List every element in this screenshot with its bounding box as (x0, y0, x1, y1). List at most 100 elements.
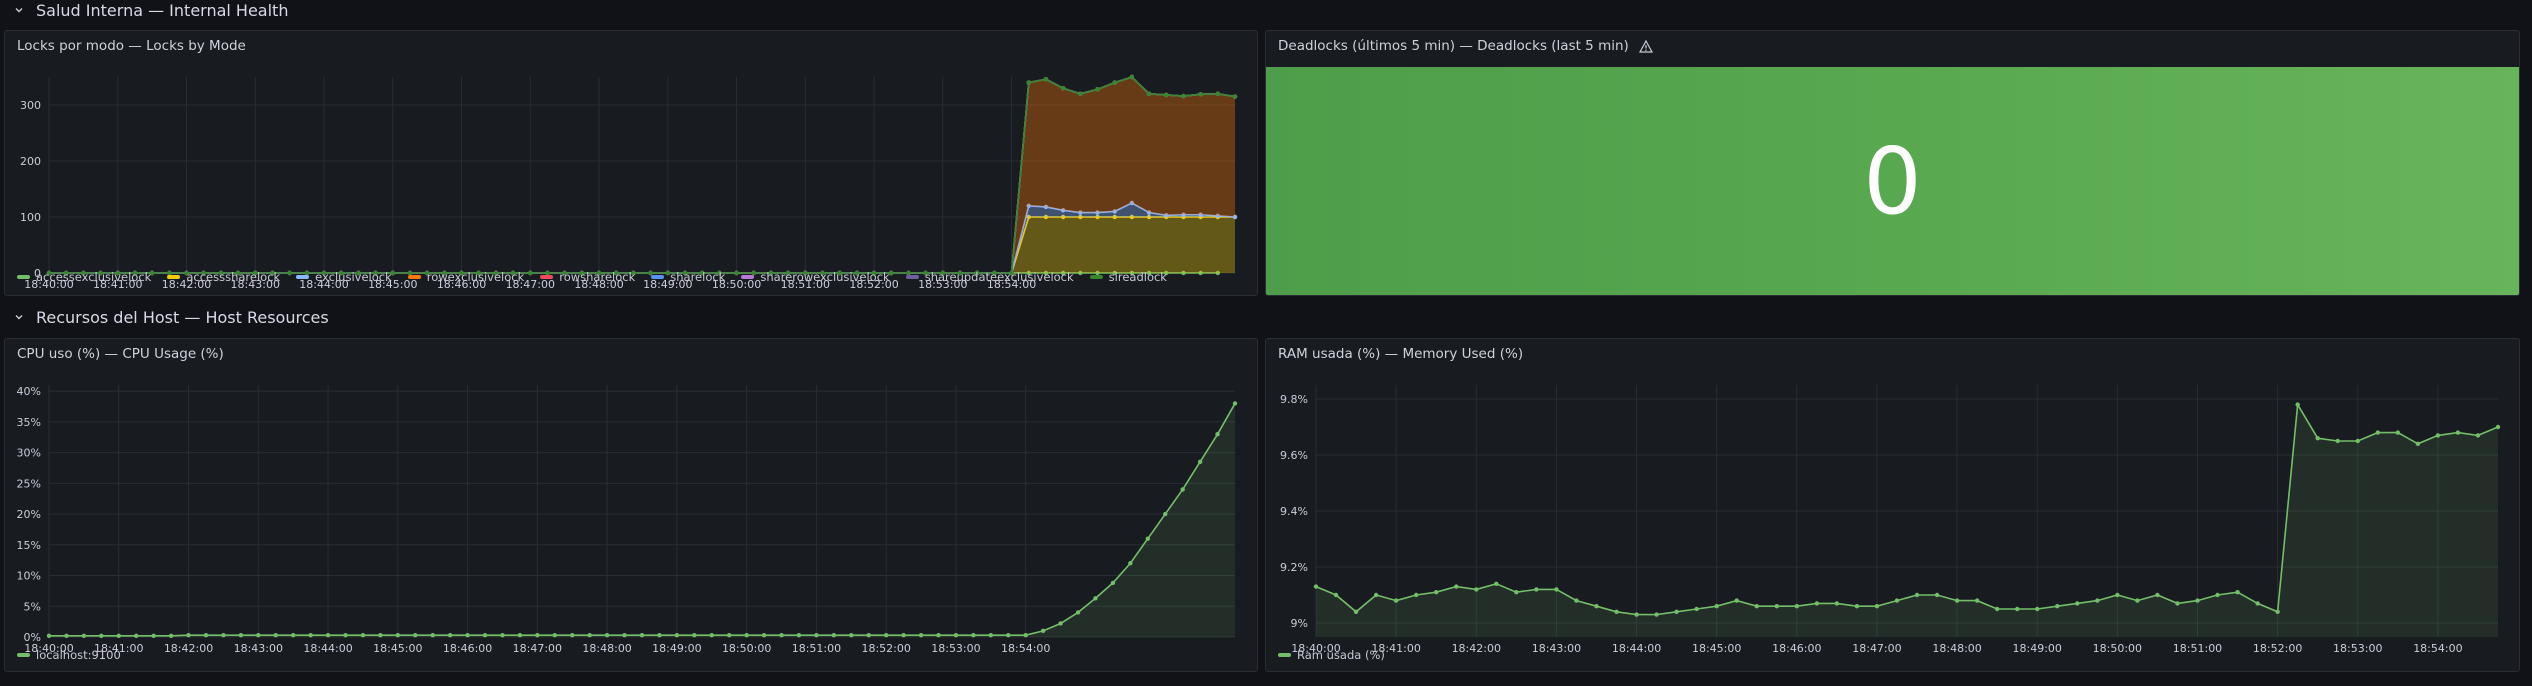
x-tick-label: 18:43:00 (231, 278, 280, 289)
x-tick-label: 18:54:00 (2413, 642, 2462, 655)
legend-item[interactable]: rowsharelock (540, 270, 635, 284)
data-point (1146, 270, 1152, 276)
data-point (1078, 214, 1083, 220)
data-point (1112, 270, 1117, 276)
legend-item[interactable]: Ram usada (%) (1278, 648, 1385, 662)
data-point (273, 632, 278, 638)
legend-item[interactable]: localhost:9100 (17, 648, 121, 662)
data-point (1129, 200, 1135, 206)
data-point (918, 632, 924, 638)
legend-item[interactable]: accesssharelock (167, 270, 280, 284)
legend-item[interactable]: sharerowexclusivelock (741, 270, 890, 284)
series-area-rowexclusivelock (49, 77, 1235, 273)
data-point (290, 632, 296, 638)
x-tick-label: 18:53:00 (2333, 642, 2382, 655)
x-tick-label: 18:41:00 (94, 642, 143, 655)
y-tick-label: 30% (17, 447, 41, 460)
ram-panel: RAM usada (%) — Memory Used (%) 9% 9.2% 9.… (1265, 338, 2520, 672)
x-tick-label: 18:51:00 (792, 642, 841, 655)
data-point (1474, 587, 1479, 592)
data-point (2235, 590, 2240, 595)
data-point (500, 632, 505, 638)
legend-item[interactable]: sireadlock (1089, 270, 1167, 284)
legend-label: exclusivelock (315, 270, 392, 284)
data-point (98, 270, 103, 276)
data-point (2495, 424, 2501, 430)
data-point (2155, 592, 2160, 598)
data-point (814, 632, 819, 638)
x-tick-label: 18:40:00 (1291, 642, 1340, 655)
data-point (360, 632, 366, 638)
y-tick-label: 20% (17, 508, 41, 521)
data-point (2115, 592, 2120, 598)
data-point (545, 270, 550, 276)
row-title: Salud Interna — Internal Health (36, 0, 289, 20)
y-tick-label: 40% (17, 385, 41, 398)
x-tick-label: 18:46:00 (437, 278, 486, 289)
data-point (699, 270, 705, 276)
data-point (2135, 598, 2140, 603)
data-point (1128, 561, 1133, 566)
data-point (1554, 587, 1559, 592)
data-point (201, 270, 206, 276)
chevron-down-icon[interactable] (12, 3, 26, 17)
data-point (1994, 606, 2000, 612)
warning-triangle-icon[interactable] (1638, 39, 1653, 53)
data-point (134, 633, 139, 638)
data-point (528, 270, 533, 276)
data-point (1954, 598, 1960, 603)
legend-item[interactable]: accessexclusivelock (17, 270, 151, 284)
x-tick-label: 18:43:00 (1532, 642, 1581, 655)
data-point (1112, 214, 1117, 220)
data-point (1454, 584, 1459, 589)
legend-item[interactable]: sharelock (651, 270, 725, 284)
data-point (459, 270, 464, 276)
data-point (413, 632, 418, 638)
x-tick-label: 18:51:00 (781, 278, 830, 289)
data-point (395, 632, 401, 638)
data-point (2055, 604, 2060, 609)
series-line-sireadlock (49, 76, 1236, 274)
data-point (1163, 511, 1168, 517)
data-point (936, 632, 941, 638)
legend-item[interactable]: exclusivelock (296, 270, 392, 284)
data-point (883, 632, 889, 638)
legend-item[interactable]: shareupdateexclusivelock (905, 270, 1074, 284)
data-point (1874, 604, 1880, 609)
data-point (889, 270, 894, 276)
ram-chart: 9% 9.2% 9.4% 9.6% 9.8% 18:40:00 18:41:00 18:42:… (1280, 385, 2501, 655)
data-point (1026, 203, 1031, 208)
data-point (604, 632, 610, 638)
data-point (476, 270, 481, 276)
panel-title: CPU uso (%) — CPU Usage (%) (17, 346, 224, 362)
panel-title: RAM usada (%) — Memory Used (%) (1278, 346, 1523, 362)
data-point (1894, 598, 1900, 603)
data-point (562, 270, 567, 276)
x-tick-label: 18:44:00 (1612, 642, 1661, 655)
data-point (339, 270, 344, 276)
data-point (974, 270, 980, 276)
x-tick-label: 18:49:00 (643, 278, 692, 289)
data-point (1934, 592, 1940, 598)
data-point (717, 270, 722, 276)
x-tick-label: 18:50:00 (712, 278, 761, 289)
data-point (1112, 80, 1117, 85)
data-point (115, 270, 120, 276)
legend-item[interactable]: rowexclusivelock (407, 270, 524, 284)
data-point (2075, 601, 2080, 606)
data-point (837, 270, 842, 276)
legend-swatch (167, 275, 181, 279)
x-tick-label: 18:40:00 (24, 278, 73, 289)
data-point (940, 270, 945, 276)
data-point (1854, 604, 1860, 609)
x-tick-label: 18:53:00 (931, 642, 980, 655)
data-point (665, 270, 670, 276)
row-header-host-resources[interactable]: Recursos del Host — Host Resources (0, 302, 329, 332)
row-title: Recursos del Host — Host Resources (36, 307, 329, 327)
series-area-accesssharelock (49, 217, 1235, 273)
row-header-internal-health[interactable]: Salud Interna — Internal Health (0, 0, 288, 25)
data-point (1095, 87, 1100, 92)
chevron-down-icon[interactable] (12, 310, 26, 324)
data-point (692, 632, 697, 638)
data-point (1198, 270, 1203, 276)
